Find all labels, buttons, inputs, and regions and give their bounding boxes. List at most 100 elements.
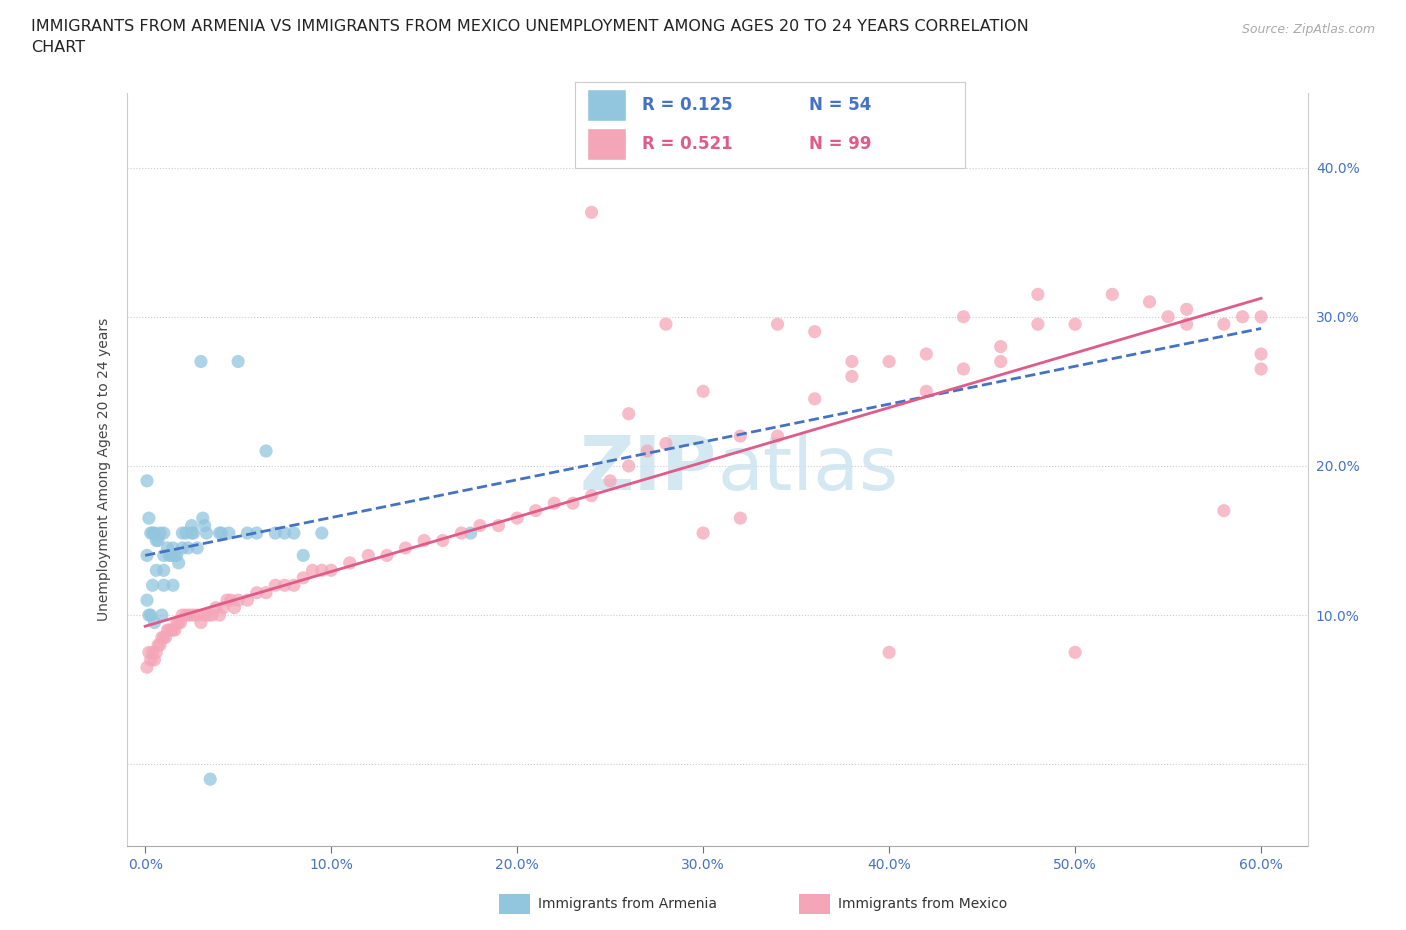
Point: [152, 548, 174, 563]
Point: [264, 578, 287, 592]
Point: [1175, 302, 1198, 317]
Point: [460, 525, 482, 540]
Point: [162, 540, 184, 555]
Point: [339, 555, 361, 570]
Point: [177, 540, 200, 555]
Point: [143, 653, 166, 668]
Point: [283, 578, 305, 592]
Point: [1175, 317, 1198, 332]
Point: [841, 369, 863, 384]
Point: [157, 622, 180, 637]
Point: [204, 600, 226, 615]
Point: [1250, 362, 1272, 377]
Point: [166, 548, 188, 563]
Point: [236, 592, 259, 607]
Point: [246, 585, 269, 600]
Point: [655, 317, 678, 332]
Point: [1064, 317, 1087, 332]
Point: [301, 563, 323, 578]
Point: [1064, 644, 1087, 659]
Point: [311, 563, 333, 578]
Point: [139, 525, 162, 540]
Point: [952, 310, 974, 325]
Point: [166, 615, 188, 630]
Point: [156, 622, 179, 637]
Point: [1212, 317, 1234, 332]
Point: [236, 525, 259, 540]
Point: [543, 496, 565, 511]
Point: [157, 548, 180, 563]
Point: [432, 533, 454, 548]
Point: [174, 525, 197, 540]
Point: [1250, 347, 1272, 362]
Point: [208, 607, 231, 622]
Text: N = 54: N = 54: [810, 96, 872, 114]
Point: [172, 540, 194, 555]
Point: [179, 607, 201, 622]
Point: [167, 555, 190, 570]
Point: [208, 525, 231, 540]
Point: [1250, 310, 1272, 325]
Point: [766, 429, 789, 444]
Point: [321, 563, 343, 578]
Point: [617, 458, 640, 473]
Point: [136, 473, 159, 488]
Point: [143, 525, 166, 540]
Point: [1026, 287, 1049, 302]
Point: [636, 444, 658, 458]
Point: [468, 518, 491, 533]
Point: [172, 607, 194, 622]
Point: [150, 607, 173, 622]
Point: [191, 511, 214, 525]
Text: CHART: CHART: [31, 40, 84, 55]
Point: [766, 317, 789, 332]
Point: [212, 600, 235, 615]
Text: atlas: atlas: [717, 433, 898, 506]
Point: [143, 615, 166, 630]
Point: [1232, 310, 1254, 325]
Point: [730, 511, 752, 525]
Point: [172, 525, 194, 540]
Point: [877, 644, 900, 659]
Point: [246, 525, 269, 540]
Point: [201, 607, 224, 622]
Point: [254, 444, 277, 458]
Point: [283, 525, 305, 540]
Point: [149, 637, 172, 652]
Point: [264, 525, 287, 540]
Point: [990, 339, 1012, 354]
Point: [152, 578, 174, 592]
Point: [149, 525, 172, 540]
Point: [561, 496, 583, 511]
Point: [195, 525, 218, 540]
Point: [1139, 295, 1161, 310]
Point: [357, 548, 380, 563]
Point: [180, 525, 202, 540]
Point: [194, 607, 217, 622]
Point: [138, 607, 160, 622]
Point: [145, 563, 167, 578]
Y-axis label: Unemployment Among Ages 20 to 24 years: Unemployment Among Ages 20 to 24 years: [97, 318, 111, 621]
Point: [803, 392, 825, 406]
Point: [413, 533, 436, 548]
FancyBboxPatch shape: [588, 128, 626, 160]
Point: [254, 585, 277, 600]
Point: [273, 525, 295, 540]
Point: [730, 429, 752, 444]
Point: [915, 384, 938, 399]
Point: [169, 615, 191, 630]
Point: [138, 644, 160, 659]
Point: [136, 548, 159, 563]
Point: [162, 578, 184, 592]
Point: [183, 525, 205, 540]
Point: [146, 533, 169, 548]
Point: [139, 607, 162, 622]
Point: [524, 503, 547, 518]
Point: [162, 622, 184, 637]
Point: [915, 347, 938, 362]
Point: [219, 592, 242, 607]
Point: [190, 615, 212, 630]
Point: [152, 563, 174, 578]
Point: [150, 630, 173, 644]
Text: Immigrants from Armenia: Immigrants from Armenia: [538, 897, 717, 911]
